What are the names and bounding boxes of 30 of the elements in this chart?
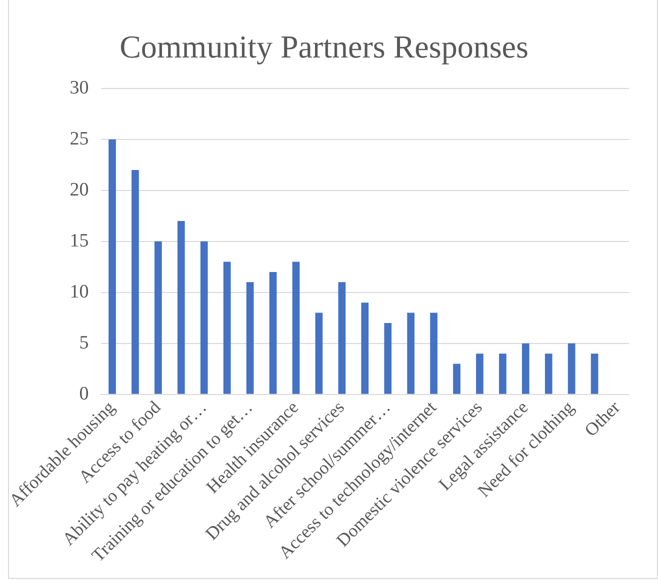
bar xyxy=(384,322,392,394)
bar xyxy=(200,241,208,394)
chart-title: Community Partners Responses xyxy=(120,28,528,65)
bar xyxy=(154,241,162,394)
bar xyxy=(407,312,414,394)
bar xyxy=(522,343,530,394)
y-tick-label: 20 xyxy=(70,179,89,200)
bar xyxy=(177,220,185,394)
bar xyxy=(453,364,460,394)
y-tick-label: 30 xyxy=(70,77,89,98)
bar xyxy=(499,354,506,394)
bar xyxy=(430,312,438,394)
bar xyxy=(590,354,598,394)
bar xyxy=(544,354,552,394)
y-tick-label: 15 xyxy=(70,230,89,252)
bar xyxy=(132,170,139,394)
y-tick-label: 0 xyxy=(79,383,89,404)
bar xyxy=(246,282,254,394)
bar xyxy=(338,282,346,394)
bar xyxy=(476,354,484,394)
bar xyxy=(361,302,369,394)
bar xyxy=(315,312,323,394)
y-tick-label: 10 xyxy=(70,281,89,302)
bar xyxy=(223,262,231,394)
bar xyxy=(292,262,300,394)
bar xyxy=(108,139,116,394)
y-tick-label: 25 xyxy=(70,128,89,150)
bar xyxy=(568,343,576,394)
y-tick-label: 5 xyxy=(79,332,89,354)
bar xyxy=(269,272,277,394)
